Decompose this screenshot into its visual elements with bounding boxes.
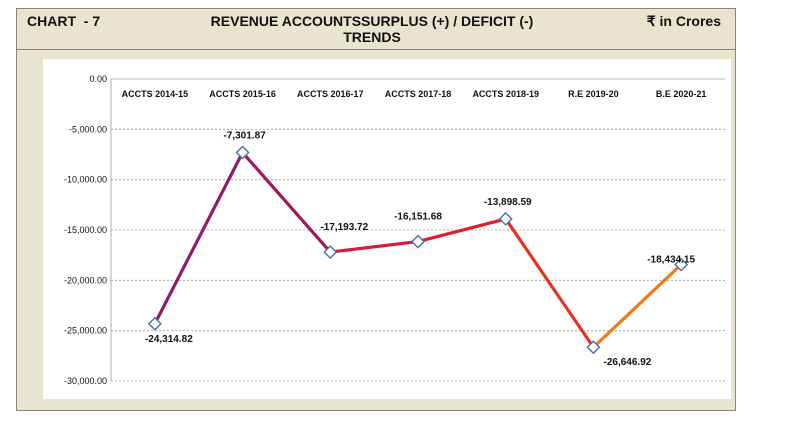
y-tick-label: -15,000.00 (64, 225, 107, 235)
y-tick-label: -30,000.00 (64, 376, 107, 386)
data-label: -17,193.72 (320, 222, 368, 233)
chart-title: REVENUE ACCOUNTSSURPLUS (+) / DEFICIT (-… (167, 13, 577, 45)
line-chart: 0.00 -5,000.00 -10,000.00 -15,000.00 -20,000… (64, 74, 725, 386)
x-category-label: ACCTS 2014-15 (122, 89, 189, 99)
data-point-marker (323, 245, 338, 260)
series-line-segment (591, 262, 683, 349)
data-label: -26,646.92 (604, 357, 652, 368)
x-category-label: ACCTS 2017-18 (385, 89, 452, 99)
chart-title-line1: REVENUE ACCOUNTSSURPLUS (+) / DEFICIT (-… (210, 13, 534, 29)
data-label: -16,151.68 (394, 212, 442, 223)
data-point-marker (586, 340, 601, 355)
data-label: -7,301.87 (223, 131, 266, 142)
y-tick-label: 0.00 (89, 74, 107, 84)
chart-frame: CHART - 7 REVENUE ACCOUNTSSURPLUS (+) / … (16, 8, 736, 411)
plot-area: 0.00 -5,000.00 -10,000.00 -15,000.00 -20,000… (43, 59, 731, 399)
series-line-segment (504, 217, 596, 349)
x-category-label: R.E 2019-20 (568, 89, 619, 99)
y-tick-label: -25,000.00 (64, 326, 107, 336)
series-line-segment (240, 150, 332, 254)
chart-number: CHART - 7 (27, 13, 101, 29)
x-category-label: ACCTS 2018-19 (472, 89, 539, 99)
y-tick-label: -20,000.00 (64, 275, 107, 285)
x-category-label: B.E 2020-21 (656, 89, 707, 99)
data-point-marker (411, 234, 425, 249)
unit-label: ₹ in Crores (646, 13, 721, 29)
chart-title-line2: TRENDS (343, 29, 401, 45)
data-label: -24,314.82 (145, 334, 193, 345)
series-line-segment (153, 150, 245, 326)
chart-header: CHART - 7 REVENUE ACCOUNTSSURPLUS (+) / … (17, 9, 735, 50)
data-point-marker (147, 316, 162, 331)
data-label: -13,898.59 (484, 197, 532, 208)
y-tick-label: -5,000.00 (69, 124, 107, 134)
x-category-label: ACCTS 2016-17 (297, 89, 364, 99)
series-line-segment (416, 217, 508, 244)
series-line-segment (328, 239, 420, 254)
y-tick-label: -10,000.00 (64, 175, 107, 185)
data-point-marker (498, 211, 513, 226)
data-point-marker (235, 145, 250, 160)
data-point-marker (674, 257, 689, 272)
x-category-label: ACCTS 2015-16 (209, 89, 276, 99)
data-label: -18,434.15 (647, 255, 695, 266)
